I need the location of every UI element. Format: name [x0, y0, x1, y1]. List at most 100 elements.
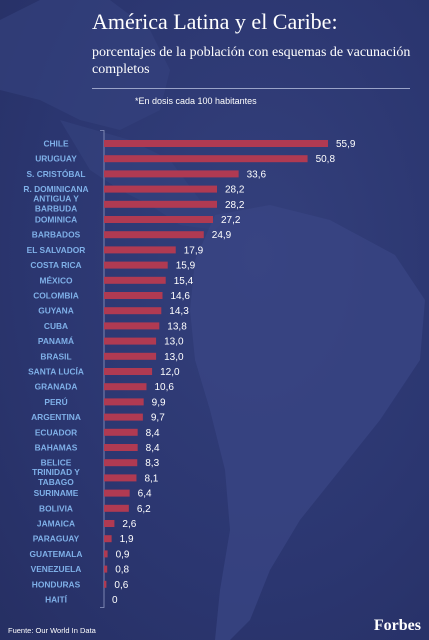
category-label: PARAGUAY: [33, 534, 80, 544]
value-label: 8,1: [144, 473, 158, 484]
category-label: BARBADOS: [32, 230, 81, 240]
bar: [104, 444, 138, 451]
category-label: HONDURAS: [32, 579, 81, 589]
chart-title: América Latina y el Caribe:: [92, 9, 338, 34]
category-label: ECUADOR: [35, 427, 77, 437]
category-label: ARGENTINA: [31, 412, 81, 422]
value-label: 8,3: [145, 458, 159, 469]
value-label: 14,3: [169, 306, 189, 317]
bar: [104, 520, 115, 527]
value-label: 10,6: [154, 382, 174, 393]
value-label: 12,0: [160, 367, 180, 378]
category-label: COLOMBIA: [33, 291, 79, 301]
bar: [104, 200, 218, 208]
value-label: 28,2: [225, 200, 245, 211]
bar: [104, 216, 213, 223]
bar: [104, 140, 328, 147]
bar: [104, 413, 143, 421]
bar: [104, 292, 163, 299]
category-label: GUYANA: [38, 306, 74, 316]
category-label: MÉXICO: [39, 274, 73, 285]
value-label: 50,8: [316, 154, 336, 165]
value-label: 8,4: [146, 443, 160, 454]
category-label: R. DOMINICANA: [23, 184, 88, 194]
value-label: 0: [112, 595, 118, 606]
bar: [104, 459, 138, 467]
bar: [104, 337, 157, 345]
value-label: 15,4: [174, 276, 194, 287]
category-label: PERÚ: [44, 396, 67, 407]
category-label: EL SALVADOR: [27, 245, 86, 255]
category-label: JAMAICA: [37, 519, 75, 529]
category-label: DOMINICA: [35, 215, 77, 225]
source-credit: Fuente: Our World In Data: [8, 626, 96, 635]
category-label: PANAMÁ: [38, 335, 74, 346]
value-label: 9,9: [152, 397, 166, 408]
category-label: SANTA LUCÍA: [28, 366, 84, 377]
category-label: VENEZUELA: [31, 564, 82, 574]
bar: [104, 428, 138, 436]
value-label: 33,6: [247, 169, 267, 180]
value-label: 14,6: [171, 291, 191, 302]
bar: [104, 261, 168, 269]
value-label: 9,7: [151, 413, 165, 424]
category-label: COSTA RICA: [30, 260, 81, 270]
category-label: CHILE: [43, 139, 69, 149]
bar: [104, 550, 108, 558]
category-label: GRANADA: [35, 382, 78, 392]
bar: [104, 170, 239, 178]
category-label: BELICE: [41, 458, 72, 468]
category-label: S. CRISTÓBAL: [26, 168, 85, 179]
value-label: 13,0: [164, 352, 184, 363]
bar: [104, 565, 108, 573]
category-label: SURINAME: [34, 488, 79, 498]
bar: [104, 307, 162, 315]
value-label: 6,4: [138, 489, 152, 500]
value-label: 13,0: [164, 337, 184, 348]
category-label: URUGUAY: [35, 154, 77, 164]
value-label: 0,9: [116, 549, 130, 560]
value-label: 0,8: [115, 565, 129, 576]
bar: [104, 535, 112, 543]
bar: [104, 231, 204, 239]
bar: [104, 474, 137, 482]
category-label: BOLIVIA: [39, 503, 73, 513]
category-label: ANTIGUA Y BARBUDA: [33, 193, 79, 213]
bar: [104, 276, 166, 284]
bar: [104, 322, 160, 330]
chart-subtitle: porcentajes de la población con esquemas…: [92, 45, 411, 77]
category-label: CUBA: [44, 321, 68, 331]
value-label: 28,2: [225, 185, 245, 196]
value-label: 6,2: [137, 504, 151, 515]
units-note: *En dosis cada 100 habitantes: [135, 96, 257, 106]
value-label: 13,8: [167, 321, 187, 332]
value-label: 2,6: [122, 519, 136, 530]
value-label: 8,4: [146, 428, 160, 439]
bar: [104, 246, 176, 254]
category-label: BAHAMAS: [35, 443, 78, 453]
brand-logo: Forbes: [373, 617, 421, 634]
bar: [104, 368, 153, 375]
bar: [104, 383, 147, 391]
category-label: BRASIL: [40, 351, 71, 361]
value-label: 15,9: [176, 261, 196, 272]
bar: [104, 185, 218, 193]
category-label: HAITÍ: [45, 594, 68, 605]
bar: [104, 352, 157, 360]
value-label: 24,9: [212, 230, 232, 241]
category-label: TRINIDAD Y TABAGO: [32, 467, 80, 487]
category-label: GUATEMALA: [30, 549, 83, 559]
bar: [104, 155, 308, 163]
title-divider: [92, 88, 410, 89]
bar: [104, 504, 129, 512]
value-label: 1,9: [120, 534, 134, 545]
bar: [104, 398, 144, 406]
value-label: 17,9: [184, 245, 204, 256]
axis-bracket: [100, 130, 105, 608]
bar: [104, 580, 107, 588]
bar: [104, 489, 130, 497]
value-label: 0,6: [114, 580, 128, 591]
value-label: 27,2: [221, 215, 241, 226]
